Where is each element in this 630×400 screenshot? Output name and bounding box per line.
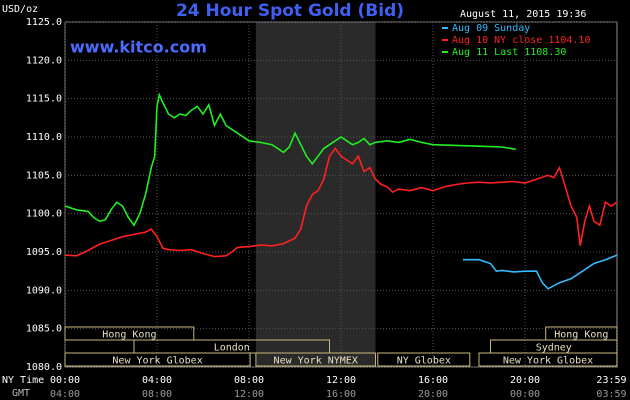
session-label: NY Globex — [397, 356, 451, 367]
x-row-label: GMT — [12, 388, 30, 399]
y-tick-label: 1125.0 — [26, 17, 62, 28]
x-tick-label: 04:00 — [142, 375, 172, 386]
legend-label: Aug 09 Sunday — [452, 23, 530, 34]
series-line — [64, 147, 618, 258]
watermark: www.kitco.com — [70, 38, 207, 57]
x2-tick-label: 16:00 — [326, 389, 356, 400]
session-label: New York Globex — [503, 356, 593, 367]
y-tick-label: 1105.0 — [26, 170, 62, 181]
chart-title: 24 Hour Spot Gold (Bid) — [176, 1, 404, 21]
x-row-label: NY Time — [2, 375, 44, 386]
x-tick-label: 23:59 — [596, 375, 626, 386]
x-tick-label: 16:00 — [418, 375, 448, 386]
timestamp: August 11, 2015 19:36 — [460, 9, 586, 20]
y-axis-label: USD/oz — [2, 4, 38, 15]
session-label: London — [214, 343, 250, 354]
session-box — [377, 352, 471, 367]
x-tick-label: 20:00 — [510, 375, 540, 386]
session-box — [64, 352, 251, 367]
plot-area: 1080.0 1085.0 1090.0 1095.0 1100.0 1105.0 1110… — [26, 17, 627, 400]
y-tick-label: 1085.0 — [26, 324, 62, 335]
x-tick-label: 08:00 — [234, 375, 264, 386]
x2-tick-label: 12:00 — [234, 389, 264, 400]
x2-tick-label: 04:00 — [50, 389, 80, 400]
session-label: New York NYMEX — [274, 356, 358, 367]
y-tick-label: 1080.0 — [26, 362, 62, 373]
y-tick-label: 1110.0 — [26, 132, 62, 143]
series-line — [462, 254, 618, 290]
y-tick-label: 1100.0 — [26, 209, 62, 220]
session-label: Hong Kong — [102, 330, 156, 341]
session-box — [255, 352, 376, 367]
session-label: Hong Kong — [554, 330, 608, 341]
x-tick-label: 12:00 — [326, 375, 356, 386]
x2-tick-label: 03:59 — [596, 389, 626, 400]
x-tick-label: 00:00 — [50, 375, 80, 386]
x2-tick-label: 08:00 — [142, 389, 172, 400]
legend-label: Aug 11 Last 1108.30 — [452, 47, 566, 58]
session-shade — [255, 22, 376, 367]
session-label: Sydney — [536, 343, 572, 354]
y-tick-label: 1095.0 — [26, 247, 62, 258]
y-tick-label: 1090.0 — [26, 285, 62, 296]
session-box — [478, 352, 618, 367]
legend-label: Aug 10 NY close 1104.10 — [452, 35, 590, 46]
x2-tick-label: 00:00 — [510, 389, 540, 400]
y-tick-label: 1115.0 — [26, 94, 62, 105]
series-line — [64, 92, 516, 227]
session-box — [64, 326, 195, 341]
session-label: New York Globex — [112, 356, 202, 367]
y-tick-label: 1120.0 — [26, 55, 62, 66]
x2-tick-label: 20:00 — [418, 389, 448, 400]
